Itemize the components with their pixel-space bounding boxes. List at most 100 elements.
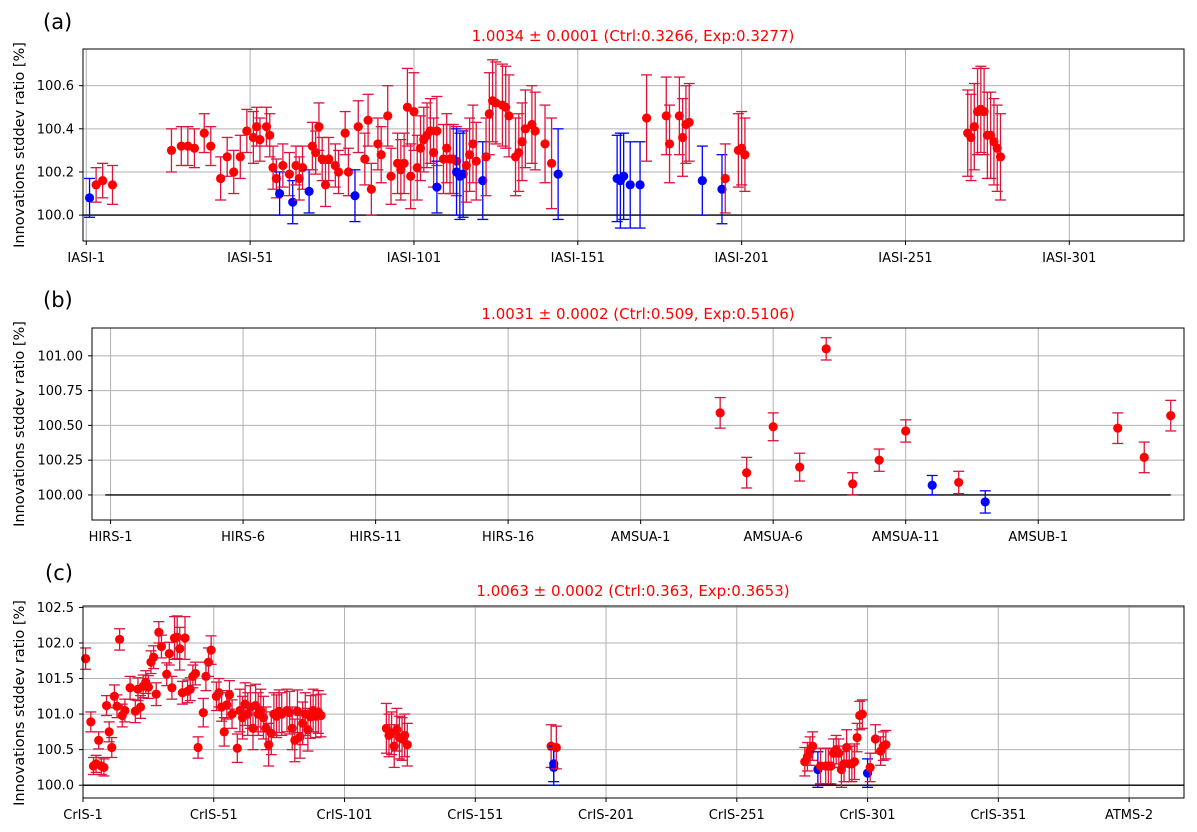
panel-a-y-tick-label: 100.4	[37, 122, 74, 137]
panel-a-data-point	[501, 102, 511, 112]
panel-b-x-tick-label: HIRS-16	[482, 530, 534, 545]
panel-a-data-point	[360, 154, 370, 164]
panel-a-data-point	[402, 102, 413, 112]
panel-a-data-point	[465, 150, 475, 160]
panel-c-letter: (c)	[45, 561, 73, 585]
panel-a-data-point	[294, 173, 304, 184]
panel-a-data-point	[520, 124, 530, 134]
panel-a-data-point	[484, 109, 494, 119]
panel-b-data-point	[768, 422, 778, 432]
panel-a-data-point	[461, 160, 471, 171]
panel-a-data-point	[720, 173, 730, 184]
panel-b-x-tick-label: AMSUA-1	[611, 530, 670, 545]
panel-c-data-point	[292, 706, 303, 716]
panel-c-data-point	[227, 709, 237, 719]
panel-a-x-tick-label: IASI-251	[878, 251, 932, 266]
panel-c-data-point	[120, 705, 130, 716]
panel-a-data-point	[350, 191, 360, 201]
panel-b-data-point	[848, 479, 858, 489]
panel-a-data-point	[429, 147, 439, 158]
panel-a-data-point	[458, 169, 468, 179]
panel-b-ylabel: Innovations stddev ratio [%]	[12, 321, 28, 527]
panel-c-data-point	[808, 741, 818, 751]
panel-a-data-point	[366, 184, 376, 194]
panel-a-data-point	[969, 122, 979, 132]
panel-a-data-point	[406, 171, 416, 181]
panel-a-data-point	[261, 122, 272, 132]
panel-a-data-point	[340, 128, 350, 138]
panel-a-data-point	[265, 130, 275, 140]
panel-a-x-tick-label: IASI-51	[227, 251, 273, 266]
panel-a-data-point	[314, 122, 324, 132]
panel-a-data-point	[409, 106, 419, 117]
panel-b-data-point	[954, 477, 964, 488]
panel-a-data-point	[288, 197, 298, 207]
panel-a-data-point	[504, 111, 514, 121]
panel-c-data-point	[167, 683, 177, 693]
panel-a-data-point	[317, 154, 327, 164]
panel-c-data-point	[81, 654, 91, 664]
panel-c-y-tick-label: 102.5	[37, 601, 74, 616]
panel-c-data-point	[881, 740, 891, 750]
panel-a-data-point	[333, 167, 344, 177]
panel-c-data-point	[135, 702, 146, 712]
panel-a-data-point	[386, 171, 396, 181]
panel-a-data-point	[268, 163, 278, 173]
panel-c-title: 1.0063 ± 0.0002 (Ctrl:0.363, Exp:0.3653)	[476, 582, 789, 600]
panel-a-data-point	[206, 141, 216, 151]
panel-a-data-point	[740, 150, 750, 160]
panel-a-data-point	[619, 171, 629, 181]
panel-b-x-tick-label: AMSUA-6	[743, 530, 802, 545]
panel-c-data-point	[107, 742, 117, 753]
panel-c-data-point	[125, 683, 135, 693]
panel-b-y-tick-label: 100.00	[38, 488, 84, 503]
panel-b-data-point	[1139, 452, 1149, 462]
panel-a-data-point	[242, 126, 252, 136]
panel-b-data-point	[927, 480, 937, 490]
panel-a-letter: (a)	[43, 10, 72, 34]
panel-a-data-point	[432, 182, 442, 192]
panel-a-data-point	[678, 132, 688, 143]
panel-a-data-point	[966, 132, 976, 143]
panel-c-data-point	[101, 700, 112, 711]
panel-c-data-point	[849, 757, 860, 767]
panel-b-title: 1.0031 ± 0.0002 (Ctrl:0.509, Exp:0.5106)	[481, 305, 794, 323]
panel-a-data-point	[320, 180, 331, 190]
panel-c-data-point	[149, 652, 159, 662]
panel-c-data-point	[190, 668, 201, 679]
panel-c-data-point	[402, 740, 412, 750]
panel-c-data-point	[865, 762, 875, 773]
panel-a-data-point	[255, 135, 265, 145]
panel-c-data-point	[94, 735, 104, 746]
panel-b-y-tick-label: 100.25	[38, 454, 84, 469]
panel-a-data-point	[176, 141, 186, 151]
panel-b-data-point	[1113, 423, 1123, 433]
panel-c-data-point	[104, 727, 114, 737]
panel-c-x-tick-label: ATMS-2	[1105, 808, 1153, 823]
panel-a-data-point	[468, 139, 478, 149]
panel-a-x-tick-label: IASI-151	[551, 251, 605, 266]
panel-b-y-tick-label: 101.00	[38, 349, 84, 364]
panel-a-data-point	[635, 180, 645, 190]
panel-c-y-tick-label: 100.0	[37, 779, 74, 794]
panel-a-data-point	[684, 117, 694, 127]
panel-a-data-point	[697, 175, 707, 186]
panel-c-data-point	[198, 708, 208, 718]
panel-c-data-point	[219, 727, 229, 737]
panel-c-data-point	[115, 634, 125, 645]
panel-c-data-point	[551, 742, 561, 753]
panel-c-data-point	[316, 710, 326, 721]
panel-a-data-point	[674, 111, 684, 121]
panel-a-data-point	[642, 113, 652, 123]
panel-a-data-point	[412, 163, 422, 173]
panel-c-data-point	[175, 644, 185, 654]
panel-c-data-point	[870, 734, 881, 744]
panel-c-data-point	[162, 669, 172, 679]
panel-a-data-point	[284, 169, 295, 179]
panel-c-data-point	[143, 682, 153, 692]
panel-a-data-point	[415, 143, 426, 153]
panel-a-data-point	[992, 143, 1002, 153]
panel-a-data-point	[383, 111, 393, 121]
panel-a-data-point	[546, 158, 557, 168]
panel-a-data-point	[438, 154, 449, 164]
